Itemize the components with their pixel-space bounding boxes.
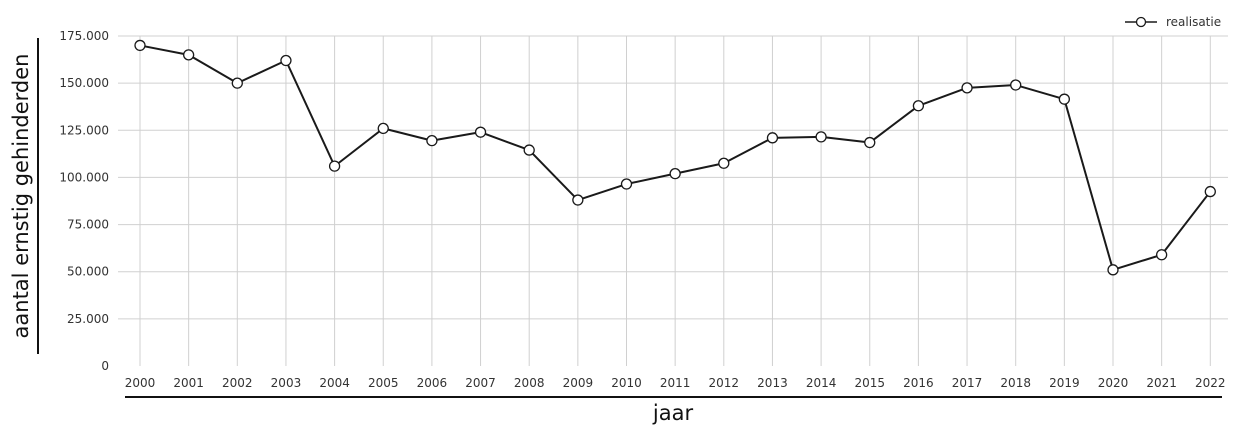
x-tick-label: 2004 <box>319 376 350 390</box>
x-tick-label: 2007 <box>465 376 496 390</box>
x-tick-label: 2006 <box>417 376 448 390</box>
legend-marker <box>1135 16 1147 28</box>
y-tick-label: 150.000 <box>59 76 109 90</box>
data-point <box>620 178 633 190</box>
x-tick-label: 2021 <box>1146 376 1177 390</box>
x-tick-label: 2016 <box>903 376 934 390</box>
data-point <box>1156 249 1168 261</box>
y-tick-label: 50.000 <box>67 265 109 279</box>
x-tick-label: 2014 <box>806 376 837 390</box>
data-point <box>182 49 195 61</box>
data-point <box>523 144 535 156</box>
data-point <box>718 157 730 169</box>
x-tick-label: 2003 <box>271 376 302 390</box>
y-axis-ticks: 0 25.000 50.000 75.000 100.000 125.000 150.000… <box>59 29 109 373</box>
data-point <box>1010 79 1022 91</box>
y-tick-label: 175.000 <box>59 29 109 43</box>
data-point <box>912 100 925 112</box>
legend-label: realisatie <box>1166 15 1221 29</box>
x-tick-label: 2019 <box>1049 376 1080 390</box>
y-tick-label: 0 <box>101 359 109 373</box>
x-tick-label: 2011 <box>660 376 691 390</box>
data-point <box>1058 93 1070 105</box>
data-point <box>426 135 438 147</box>
series-realisatie <box>134 39 1216 276</box>
data-point <box>280 54 292 67</box>
x-tick-label: 2013 <box>757 376 788 390</box>
y-axis-label: aantal ernstig gehinderden <box>9 54 33 339</box>
x-tick-label: 2018 <box>1000 376 1031 390</box>
x-tick-label: 2001 <box>173 376 204 390</box>
x-tick-label: 2009 <box>563 376 594 390</box>
legend: realisatie <box>1125 15 1221 29</box>
x-tick-label: 2015 <box>854 376 885 390</box>
data-point <box>377 122 389 135</box>
x-tick-label: 2008 <box>514 376 545 390</box>
data-point <box>1107 264 1119 276</box>
data-point <box>572 194 584 206</box>
data-point <box>328 160 341 172</box>
x-tick-label: 2017 <box>952 376 983 390</box>
y-tick-label: 25.000 <box>67 312 109 326</box>
data-point <box>864 136 876 149</box>
y-tick-label: 125.000 <box>59 123 109 137</box>
data-point <box>669 168 681 180</box>
x-tick-label: 2002 <box>222 376 253 390</box>
x-axis-label: jaar <box>652 401 694 425</box>
x-tick-label: 2022 <box>1195 376 1226 390</box>
y-tick-label: 75.000 <box>67 218 109 232</box>
x-axis-ticks: 2000 2001 2002 2003 2004 2005 2006 2007 2008 2009… <box>125 376 1226 390</box>
grid-lines <box>118 35 1228 366</box>
x-tick-label: 2000 <box>125 376 156 390</box>
x-tick-label: 2005 <box>368 376 399 390</box>
x-tick-label: 2012 <box>709 376 740 390</box>
x-tick-label: 2020 <box>1098 376 1129 390</box>
data-point <box>815 131 827 143</box>
data-point <box>766 132 779 144</box>
y-tick-label: 100.000 <box>59 170 109 184</box>
data-point <box>474 126 487 138</box>
data-point <box>961 82 973 94</box>
data-point <box>134 39 146 52</box>
x-tick-label: 2010 <box>611 376 642 390</box>
data-point <box>1204 185 1216 198</box>
data-point <box>231 77 243 89</box>
